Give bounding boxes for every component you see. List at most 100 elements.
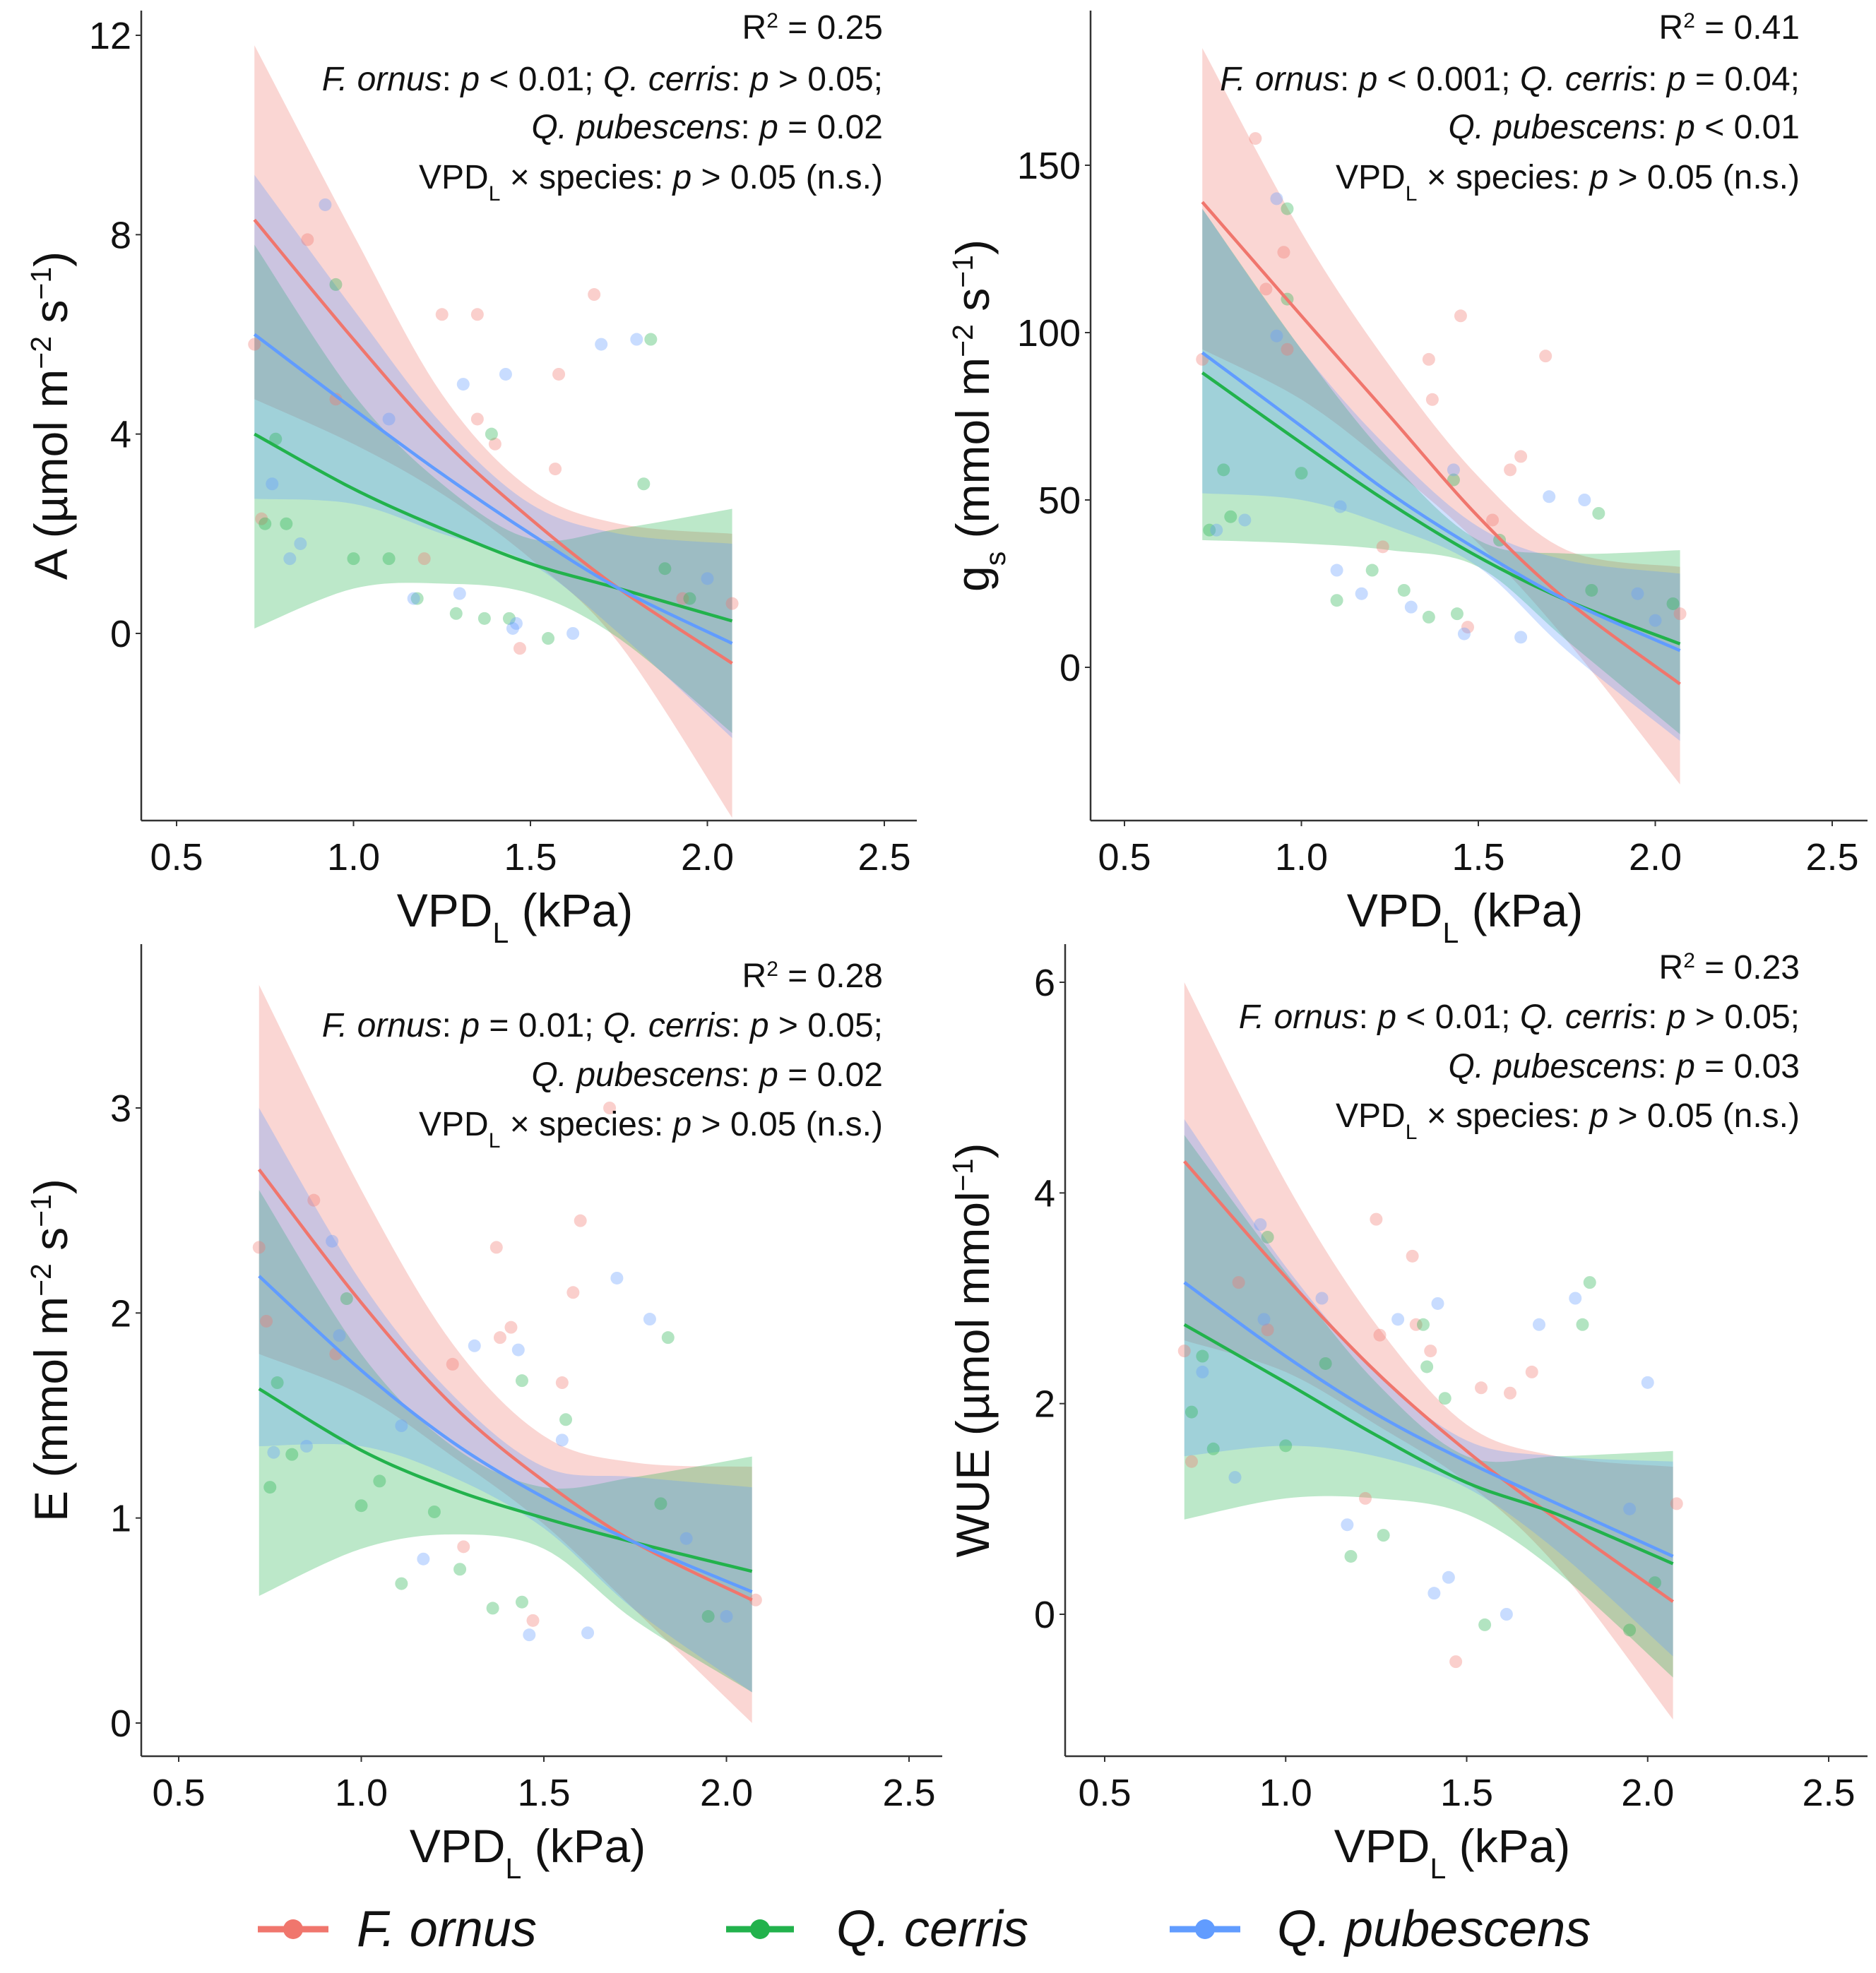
- y-tick-label: 12: [89, 15, 131, 57]
- point-q-pubescens: [1196, 1365, 1209, 1378]
- point-q-pubescens: [679, 1532, 693, 1545]
- x-tick-label: 2.0: [681, 836, 734, 878]
- point-f-ornus: [588, 288, 601, 302]
- point-q-pubescens: [407, 592, 420, 605]
- point-f-ornus: [248, 338, 261, 351]
- stats-annotation-line: Q. pubescens: p = 0.02: [531, 1056, 883, 1094]
- x-tick-label: 2.0: [700, 1772, 753, 1814]
- x-tick-label: 2.0: [1629, 836, 1682, 878]
- point-q-cerris: [355, 1499, 368, 1513]
- stats-annotation-segment: = 0.23: [1695, 949, 1800, 986]
- stats-annotation-segment: p: [758, 1056, 778, 1094]
- point-q-pubescens: [456, 378, 470, 391]
- point-q-cerris: [1438, 1392, 1451, 1405]
- stats-annotation-segment: = 0.03: [1695, 1048, 1800, 1085]
- point-q-cerris: [453, 1563, 467, 1576]
- point-f-ornus: [435, 308, 449, 321]
- point-f-ornus: [1539, 350, 1553, 363]
- y-tick-label: 4: [110, 414, 131, 456]
- stats-annotation-segment: Q. cerris: [603, 61, 731, 98]
- point-q-pubescens: [1569, 1292, 1582, 1305]
- x-tick-label: 2.5: [857, 836, 910, 878]
- stats-annotation-line: VPDL × species: p > 0.05 (n.s.): [1336, 159, 1800, 205]
- y-tick-label: 3: [110, 1087, 131, 1130]
- point-f-ornus: [603, 1102, 617, 1114]
- point-q-cerris: [373, 1474, 386, 1488]
- fit-line-q-cerris: [254, 432, 733, 623]
- stats-annotation-segment: < 0.001;: [1377, 61, 1520, 98]
- point-q-pubescens: [1334, 500, 1347, 513]
- scatter-points: [252, 1102, 762, 1642]
- point-f-ornus: [1359, 1491, 1372, 1505]
- point-q-pubescens: [511, 1343, 525, 1357]
- x-tick-label: 2.0: [1621, 1772, 1674, 1814]
- stats-annotation-line: F. ornus: p < 0.001; Q. cerris: p = 0.04…: [1220, 61, 1800, 98]
- point-q-pubescens: [1391, 1313, 1405, 1326]
- point-q-cerris: [637, 477, 651, 491]
- point-q-pubescens: [523, 1628, 536, 1642]
- point-q-cerris: [1447, 473, 1460, 487]
- stats-annotation-segment: p: [749, 61, 769, 98]
- fit-line-q-cerris: [1183, 1323, 1674, 1566]
- point-q-pubescens: [1355, 587, 1368, 600]
- legend-dot-q-pubescens: [1195, 1919, 1215, 1939]
- stats-annotation-segment: p: [1675, 109, 1695, 146]
- point-q-cerris: [382, 552, 396, 566]
- point-q-pubescens: [294, 537, 307, 550]
- y-axis-label-segment: g: [946, 566, 999, 592]
- point-q-cerris: [1279, 1439, 1293, 1453]
- legend-label-q-pubescens: Q. pubescens: [1277, 1901, 1591, 1957]
- stats-annotation-segment: p: [1589, 1097, 1609, 1135]
- point-q-cerris: [1344, 1549, 1358, 1563]
- point-f-ornus: [1373, 1328, 1387, 1342]
- point-f-ornus: [417, 552, 431, 566]
- scatter-points: [1177, 1212, 1683, 1669]
- fit-line-f-ornus: [1183, 1160, 1674, 1603]
- stats-annotation-segment: R: [742, 958, 767, 995]
- stats-annotation-segment: > 0.05 (n.s.): [691, 1106, 883, 1143]
- point-f-ornus: [1670, 1497, 1683, 1510]
- x-axis-label-segment: VPD: [410, 1820, 506, 1872]
- stats-annotation-segment: L: [1406, 182, 1418, 205]
- point-f-ornus: [1376, 540, 1389, 554]
- point-q-cerris: [1203, 523, 1216, 537]
- point-f-ornus: [1370, 1212, 1383, 1226]
- x-tick-label: 0.5: [150, 836, 203, 878]
- point-q-cerris: [259, 517, 272, 530]
- stats-annotation-segment: = 0.02: [778, 109, 883, 146]
- stats-annotation-segment: R: [742, 9, 767, 47]
- x-tick-label: 1.5: [1451, 836, 1504, 878]
- stats-annotation-segment: p: [1376, 999, 1396, 1036]
- ci-band-q-pubescens: [1202, 208, 1680, 741]
- stats-annotation-segment: F. ornus: [322, 1007, 442, 1044]
- ci-band-f-ornus: [1202, 48, 1680, 785]
- stats-annotation-segment: R: [1659, 949, 1684, 986]
- y-axis-label-segment: −1: [946, 1158, 979, 1191]
- stats-annotation-segment: :: [442, 61, 461, 98]
- x-axis-label-segment: L: [1442, 917, 1459, 949]
- legend-dot-f-ornus: [283, 1919, 303, 1939]
- point-q-pubescens: [499, 367, 512, 381]
- stats-annotation-segment: p: [1666, 999, 1686, 1036]
- point-q-pubescens: [630, 333, 643, 346]
- x-axis-label-segment: VPD: [1347, 884, 1443, 936]
- point-q-cerris: [1666, 597, 1680, 610]
- point-q-pubescens: [1330, 564, 1343, 577]
- point-q-pubescens: [509, 616, 523, 630]
- point-f-ornus: [549, 463, 562, 476]
- point-q-pubescens: [468, 1339, 481, 1352]
- stats-annotation-segment: p: [1675, 1048, 1695, 1085]
- point-q-cerris: [559, 1413, 573, 1426]
- stats-annotation-line: R2 = 0.28: [742, 958, 883, 996]
- stats-annotation-line: VPDL × species: p > 0.05 (n.s.): [419, 159, 883, 205]
- stats-annotation-line: R2 = 0.41: [1659, 9, 1800, 47]
- y-tick-label: 4: [1034, 1172, 1055, 1215]
- point-q-cerris: [644, 333, 658, 346]
- point-q-cerris: [1185, 1405, 1198, 1419]
- point-q-pubescens: [643, 1313, 656, 1326]
- point-q-pubescens: [566, 627, 580, 640]
- point-f-ornus: [489, 1241, 503, 1254]
- x-tick-label: 0.5: [1098, 836, 1151, 878]
- point-f-ornus: [1424, 1345, 1437, 1358]
